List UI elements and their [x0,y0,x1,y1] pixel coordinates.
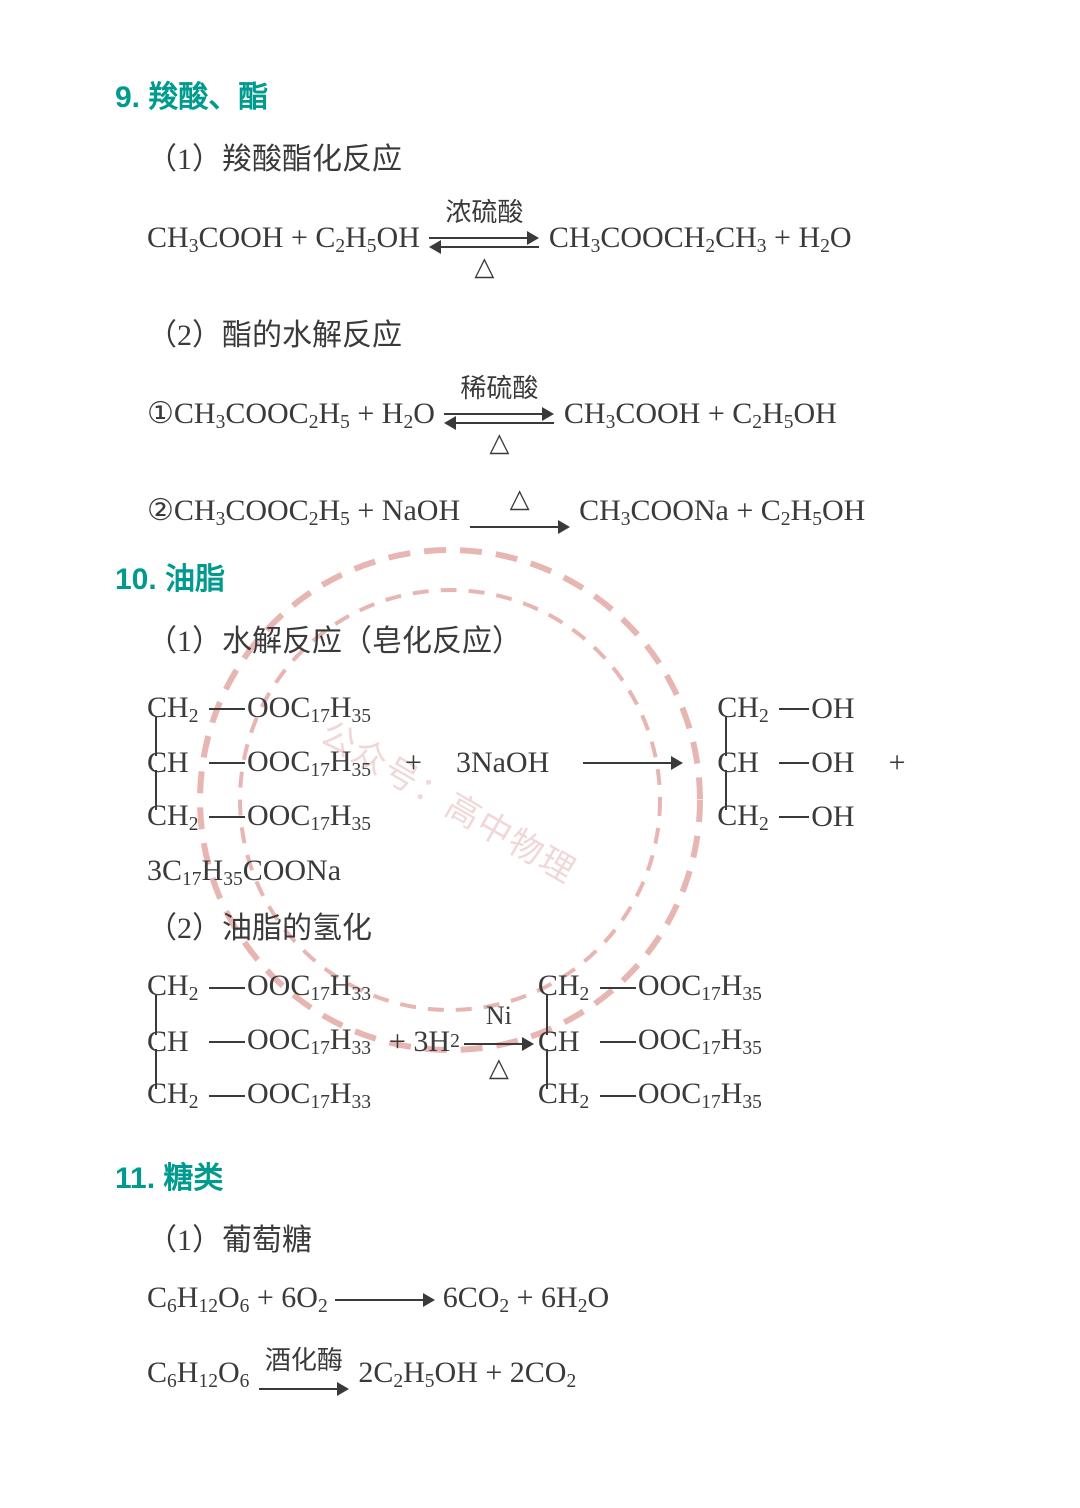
glycerol-product: CH2OH CHOH CH2OH [717,682,854,844]
eq-prefix: ① [147,397,174,430]
arrow-top-label: 浓硫酸 [429,200,539,226]
forward-arrow: △ [468,486,572,540]
forward-arrow: 酒化酶 [257,1348,351,1402]
arrow-top-label: △ [470,486,570,512]
forward-arrow [335,1293,435,1307]
section-10-heading: 10. 油脂 [115,554,975,598]
section-title: 油脂 [165,563,225,596]
s9-item2-label: （2）酯的水解反应 [147,310,975,354]
equation-s9-2b: ②CH3COOC2H5 + NaOH △ CH3COONa + C2H5OH [147,486,975,540]
equation-s9-1: CH3COOH + C2H5OH 浓硫酸 △ CH3COOCH2CH3 + H2… [147,200,975,280]
section-9-heading: 9. 羧酸、酯 [115,72,975,116]
equation-s11-2: C6H12O6 酒化酶 2C2H5OH + 2CO2 [147,1348,975,1402]
arrow-top-label: 稀硫酸 [444,376,554,402]
s9-item1-label: （1）羧酸酯化反应 [147,134,975,178]
section-title: 糖类 [163,1162,223,1195]
arrow-bottom-label: △ [464,1055,534,1081]
triglyceride-unsat: CH2OOC17H33 CHOOC17H33 CH2OOC17H33 [147,961,371,1123]
page: 公众号：高中物理 9. 羧酸、酯 （1）羧酸酯化反应 CH3COOH + C2H… [0,0,1080,1508]
content: 9. 羧酸、酯 （1）羧酸酯化反应 CH3COOH + C2H5OH 浓硫酸 △… [115,72,975,1432]
equilibrium-arrow: 稀硫酸 △ [442,376,556,456]
equilibrium-arrow: 浓硫酸 △ [427,200,541,280]
s10-item1-label: （1）水解反应（皂化反应） [147,616,975,660]
eq-prefix: ② [147,494,174,527]
s11-item1-label: （1）葡萄糖 [147,1215,975,1259]
arrow-top-label: Ni [464,1003,534,1029]
section-title: 羧酸、酯 [148,81,268,114]
arrow-bottom-label: △ [429,254,539,280]
equation-s10-1: CH2OOC17H35 CHOOC17H35 CH2OOC17H35 + 3Na… [147,682,975,844]
equation-s11-1: C6H12O6 + 6O2 6CO2 + 6H2O [147,1281,975,1318]
arrow-top-label: 酒化酶 [259,1348,349,1374]
section-11-heading: 11. 糖类 [115,1153,975,1197]
forward-arrow: Ni △ [460,1003,538,1081]
s10-item2-label: （2）油脂的氢化 [147,903,975,947]
equation-s10-2: CH2OOC17H33 CHOOC17H33 CH2OOC17H33 + 3H2… [147,961,975,1123]
section-number: 10. [115,563,157,596]
section-number: 9. [115,81,140,114]
triglyceride-reactant: CH2OOC17H35 CHOOC17H35 CH2OOC17H35 [147,682,371,844]
triglyceride-sat: CH2OOC17H35 CHOOC17H35 CH2OOC17H35 [538,961,762,1123]
equation-s9-2a: ①CH3COOC2H5 + H2O 稀硫酸 △ CH3COOH + C2H5OH [147,376,975,456]
equation-s10-1-extra: 3C17H35COONa [147,854,975,891]
forward-arrow [583,756,683,770]
section-number: 11. [115,1162,155,1195]
arrow-bottom-label: △ [444,430,554,456]
reagent: 3NaOH [456,746,549,780]
